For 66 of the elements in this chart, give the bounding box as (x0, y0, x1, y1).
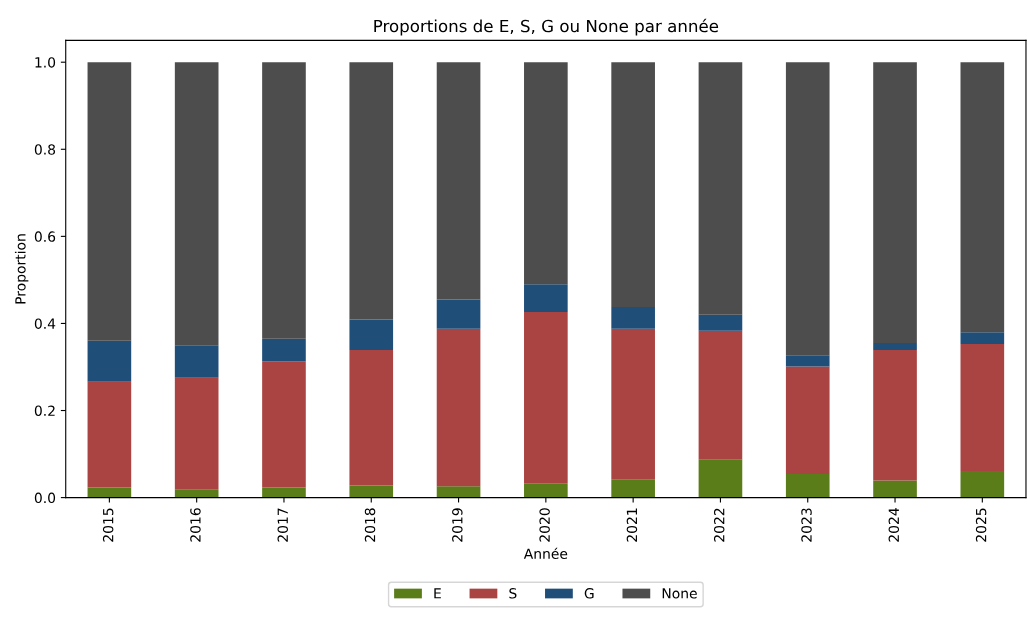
bar (960, 343, 1005, 472)
bar (262, 487, 306, 498)
bar (785, 366, 830, 475)
y-tick-label: 0.8 (34, 144, 56, 155)
bar (524, 62, 568, 285)
bar (524, 483, 568, 498)
bar (785, 474, 830, 498)
bar (873, 350, 917, 481)
legend-label: None (662, 588, 697, 599)
bar (174, 345, 219, 378)
x-tick-label: 2016 (190, 508, 201, 542)
x-tick-label: 2021 (626, 508, 638, 542)
x-tick-label: 2015 (102, 508, 114, 542)
bar (524, 312, 568, 484)
y-tick-label: 0.6 (34, 231, 56, 242)
bar (960, 62, 1005, 333)
x-axis-title: Année (523, 547, 568, 559)
bar (873, 62, 917, 344)
legend-label: S (509, 588, 517, 599)
bar (262, 361, 306, 488)
x-tick-label: 2020 (539, 508, 550, 542)
bar (87, 62, 132, 341)
bar (960, 332, 1005, 344)
chart-title: Proportions de E, S, G ou None par année (374, 18, 719, 36)
bar (785, 355, 830, 367)
bar (611, 306, 655, 329)
bar (174, 62, 219, 346)
y-tick-label: 0.0 (34, 492, 56, 504)
bar (524, 284, 568, 313)
bar (87, 340, 132, 382)
bar (349, 485, 394, 498)
y-axis-title: Proportion (14, 234, 29, 304)
bar (262, 62, 306, 339)
bar (611, 62, 655, 307)
y-tick-label: 0.4 (34, 318, 56, 329)
bar (611, 328, 655, 480)
x-tick-label: 2019 (452, 508, 463, 542)
bar (698, 62, 743, 315)
legend-label: E (434, 588, 441, 599)
bar (174, 377, 219, 490)
y-tick-label: 1.0 (35, 57, 56, 68)
x-tick-label: 2025 (975, 508, 987, 542)
x-tick-label: 2022 (713, 508, 725, 542)
bar (698, 459, 743, 498)
x-tick-label: 2018 (364, 508, 376, 542)
x-tick-label: 2023 (801, 508, 812, 542)
bar (349, 350, 394, 486)
bar (436, 486, 481, 498)
bar (611, 479, 655, 498)
x-tick-label: 2017 (277, 508, 288, 542)
bar (349, 62, 394, 320)
bar (87, 381, 132, 488)
bar (785, 62, 830, 356)
bar (349, 319, 394, 350)
x-tick-label: 2024 (888, 508, 900, 542)
bar (262, 338, 306, 362)
bar (698, 314, 743, 331)
bar (960, 471, 1005, 498)
bar (436, 299, 481, 329)
bar (873, 343, 917, 350)
bar (698, 330, 743, 460)
y-tick-label: 0.2 (34, 405, 55, 416)
bar (436, 62, 481, 300)
bar (436, 328, 481, 487)
legend-label: G (584, 588, 594, 599)
bar (873, 480, 917, 498)
